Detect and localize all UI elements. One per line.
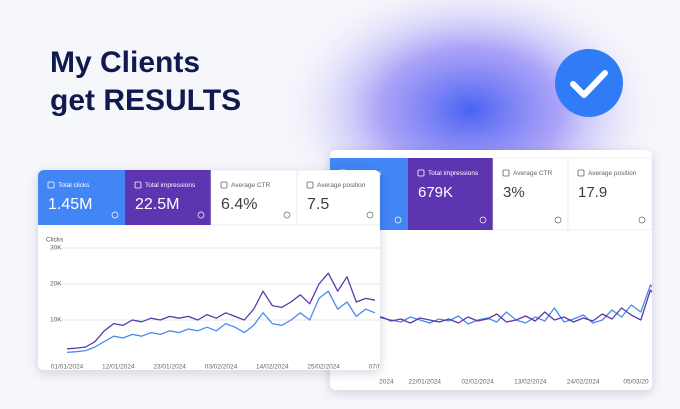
metric-value: 17.9 — [578, 184, 607, 201]
y-tick-label: 10K — [50, 317, 62, 324]
metric-label: Average position — [317, 182, 366, 189]
help-icon — [197, 211, 205, 219]
metric-label: Average CTR — [513, 170, 553, 177]
x-tick-label: 25/02/2024 — [307, 364, 340, 371]
x-tick-label: 07/0 — [369, 364, 382, 371]
metric-tile: Total impressions 22.5M — [125, 170, 211, 225]
x-tick-label: 03/02/2024 — [205, 364, 238, 371]
checkbox — [417, 169, 425, 177]
help-icon — [111, 211, 119, 219]
x-tick-label: 12/01/2024 — [102, 364, 135, 371]
checkbox — [220, 181, 228, 189]
metric-tile: Average position 17.9 — [567, 157, 652, 231]
y-axis-label: Clicks — [46, 237, 64, 244]
metric-tile: Total impressions 679K — [408, 158, 493, 230]
headline: get RESULTS — [50, 84, 241, 117]
metric-tile: Average CTR 3% — [492, 157, 569, 231]
headline: My Clients — [50, 46, 200, 79]
metric-value: 7.5 — [307, 196, 329, 213]
metric-label: Total impressions — [428, 170, 479, 177]
card-body: Total clicksTotal impressions679KAverage… — [330, 157, 652, 386]
x-tick-label: 13/02/2024 — [514, 379, 547, 386]
tile-bg — [125, 170, 211, 225]
series-line — [371, 289, 652, 324]
metric-value: 679K — [418, 184, 453, 201]
series-line — [66, 290, 376, 354]
x-tick-label: 14/02/2024 — [256, 364, 289, 371]
x-tick-label: 05/03/20 — [623, 379, 649, 386]
help-icon — [366, 211, 374, 219]
help-icon — [554, 216, 562, 224]
help-icon — [638, 216, 646, 224]
card-body: Total clicks 1.45M Total impressions 22.5M A… — [38, 170, 382, 371]
y-tick-label: 30K — [50, 245, 62, 252]
metric-value: 6.4% — [221, 196, 257, 213]
checkbox — [134, 181, 142, 189]
metric-value: 22.5M — [135, 196, 179, 213]
metric-value: 1.45M — [48, 196, 92, 213]
tile-bg — [296, 170, 380, 226]
checkbox — [306, 181, 314, 189]
metric-label: Average CTR — [231, 182, 271, 189]
metric-label: Average position — [588, 170, 637, 177]
metric-label: Total clicks — [58, 182, 90, 189]
checkbox — [47, 181, 55, 189]
report-card: Total clicks 1.45M Total impressions 22.5M A… — [38, 170, 382, 371]
metric-tile: Total clicks 1.45M — [38, 170, 125, 225]
cards: Total clicks Total impressions 679K Average… — [38, 150, 652, 390]
check-badge — [555, 49, 623, 117]
x-tick-label: 24/02/2024 — [567, 379, 600, 386]
metric-tile: Average position 7.5 — [296, 170, 380, 226]
checkbox — [577, 169, 585, 177]
tile-bg — [38, 170, 125, 225]
help-icon — [479, 216, 487, 224]
report-card: Total clicksTotal impressions679KAverage… — [330, 150, 652, 390]
x-tick-label: 23/01/2024 — [153, 364, 186, 371]
y-tick-label: 20K — [50, 281, 62, 288]
tile-bg — [210, 170, 298, 226]
metric-label: Total impressions — [145, 182, 196, 189]
metric-tile: Average CTR 6.4% — [210, 170, 298, 226]
series-line — [66, 272, 376, 350]
checkbox — [502, 169, 510, 177]
metric-value: 3% — [503, 184, 525, 201]
help-icon — [394, 216, 402, 224]
x-tick-label: 2024 — [379, 379, 394, 386]
x-tick-label: 22/01/2024 — [409, 379, 442, 386]
help-icon — [283, 211, 291, 219]
x-tick-label: 01/01/2024 — [51, 364, 84, 371]
check-icon — [570, 70, 608, 98]
x-tick-label: 02/02/2024 — [461, 379, 494, 386]
